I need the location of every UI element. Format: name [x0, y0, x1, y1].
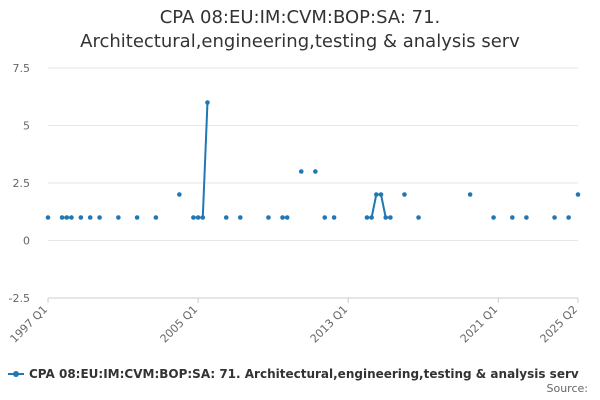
data-point: [416, 215, 421, 220]
data-point: [134, 215, 140, 220]
y-tick-label: 0: [23, 235, 30, 248]
series-line-segment: [370, 193, 378, 219]
data-point: [388, 215, 393, 220]
data-point: [369, 215, 374, 220]
data-point: [383, 215, 388, 220]
series-line-segment: [380, 193, 387, 219]
y-tick-label: 2.5: [13, 177, 31, 190]
x-tick-label: 2013 Q1: [308, 303, 351, 346]
data-point: [378, 192, 384, 197]
data-point: [153, 215, 159, 220]
data-point: [64, 215, 70, 220]
data-point: [575, 192, 581, 197]
data-point: [177, 192, 182, 197]
data-point: [200, 215, 206, 220]
data-point: [116, 215, 121, 220]
data-point: [322, 215, 328, 220]
y-tick-label: 7.5: [13, 62, 31, 75]
data-point: [238, 215, 243, 220]
data-point: [364, 215, 370, 220]
chart-title: CPA 08:EU:IM:CVM:BOP:SA: 71. Architectur…: [0, 6, 600, 54]
x-tick-label: 2021 Q1: [458, 303, 501, 346]
data-point: [266, 215, 271, 220]
data-point: [524, 215, 529, 220]
data-point: [331, 215, 337, 220]
data-point: [510, 215, 515, 220]
data-point: [69, 215, 74, 220]
data-point: [313, 169, 318, 174]
data-point: [374, 192, 379, 197]
legend-series-label: CPA 08:EU:IM:CVM:BOP:SA: 71. Architectur…: [29, 367, 579, 381]
data-point: [195, 215, 201, 220]
data-point: [280, 215, 285, 220]
data-point: [191, 215, 196, 220]
data-point: [97, 215, 102, 220]
source-label: Source:: [546, 382, 589, 395]
data-point: [78, 215, 84, 220]
data-point: [552, 215, 557, 220]
data-point: [467, 192, 473, 197]
legend[interactable]: CPA 08:EU:IM:CVM:BOP:SA: 71. Architectur…: [8, 365, 579, 383]
data-point: [87, 215, 93, 220]
data-point: [205, 100, 210, 105]
data-point: [223, 215, 229, 220]
x-tick-label: 2025 Q2: [538, 303, 581, 346]
chart-title-line-2: Architectural,engineering,testing & anal…: [80, 31, 520, 52]
y-tick-label: 5: [23, 120, 30, 133]
data-point: [59, 215, 65, 220]
legend-series-marker: [8, 369, 24, 379]
x-tick-label: 1997 Q1: [8, 303, 51, 346]
y-tick-label: -2.5: [9, 292, 30, 305]
data-point: [402, 192, 407, 197]
series-line-segment: [201, 101, 209, 219]
data-point: [491, 215, 496, 220]
data-point: [45, 215, 51, 220]
data-point: [298, 169, 304, 174]
chart-title-line-1: CPA 08:EU:IM:CVM:BOP:SA: 71.: [159, 7, 441, 28]
data-point: [566, 215, 571, 220]
x-tick-label: 2005 Q1: [158, 303, 201, 346]
data-point: [284, 215, 290, 220]
